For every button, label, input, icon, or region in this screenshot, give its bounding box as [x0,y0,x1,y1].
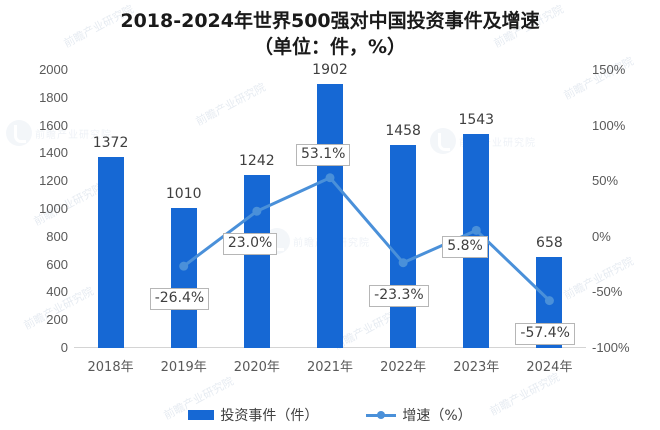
bar-value-label: 1902 [312,61,348,78]
x-axis-label: 2023年 [453,360,500,375]
x-axis-label: 2020年 [233,360,280,375]
line-path [182,176,551,303]
line-value-label: 23.0% [222,233,278,256]
legend-item-bars[interactable]: 投资事件（件） [188,405,318,425]
y-axis-right-tick: 0% [592,228,611,244]
bar [170,207,197,348]
bar-value-label: 1543 [458,111,495,128]
bar [317,83,343,348]
line-marker [325,173,335,183]
y-axis-left-tick: 800 [46,228,68,244]
bar-value-label: 1010 [165,185,202,202]
line-marker [398,258,408,268]
line-value-label: 5.8% [442,236,488,259]
line-series [179,173,554,306]
y-axis-right-tick: -100% [592,340,630,355]
x-axis-label: 2022年 [380,360,427,375]
bar-value-label: 658 [536,234,563,251]
legend-label-line: 增速（%） [402,408,472,424]
legend-bar-swatch-icon [188,410,215,420]
line-value-label: -26.4% [149,288,210,311]
x-axis-label: 2019年 [160,360,207,375]
x-axis-label: 2021年 [306,360,354,375]
line-marker [252,206,262,216]
chart-title: 2018-2024年世界500强对中国投资事件及增速 （单位：件，%） [0,8,660,60]
chart-title-line1: 2018-2024年世界500强对中国投资事件及增速 [120,10,540,32]
line-marker [544,296,554,306]
y-axis-left: 2000 1800 1600 1400 1200 1000 800 600 400 200 0 [0,63,68,354]
y-axis-right-tick: -50% [592,284,623,300]
x-axis: 2018年 2019年 2020年 2021年 2022年 2023年 2024年 [74,356,586,380]
legend-label-bars: 投资事件（件） [220,408,319,424]
line-value-label: -57.4% [515,322,575,345]
x-axis-label: 2018年 [87,360,134,375]
bar [243,175,270,348]
bar [97,157,124,348]
y-axis-right-tick: 50% [592,173,619,189]
line-marker [179,261,189,271]
y-axis-left-tick: 1600 [39,117,68,133]
y-axis-left-tick: 1000 [39,201,68,216]
bar [390,145,417,348]
line-value-label: 53.1% [296,143,351,166]
y-axis-left-tick: 0 [60,340,68,355]
y-axis-right-tick: 150% [592,62,626,77]
y-axis-right-tick: 100% [592,117,626,133]
legend-item-line[interactable]: 增速（%） [366,405,472,425]
y-axis-left-tick: 1800 [39,89,68,105]
legend-line-swatch-icon [366,409,397,421]
line-value-label: -23.3% [369,284,429,307]
y-axis-left-tick: 400 [46,284,68,300]
bar-value-label: 1372 [92,135,129,152]
y-axis-left-tick: 600 [46,256,68,272]
chart-legend: 投资事件（件） 增速（%） [0,405,660,425]
y-axis-left-tick: 2000 [39,62,68,77]
chart-title-line2: （单位：件，%） [253,36,407,58]
y-axis-left-tick: 1200 [39,173,68,189]
y-axis-left-tick: 200 [46,312,68,328]
bar-value-label: 1458 [385,123,421,140]
y-axis-right: 150% 100% 50% 0% -50% -100% [592,63,658,354]
legend-line-marker [377,411,386,419]
x-axis-label: 2024年 [526,360,573,375]
y-axis-left-tick: 1400 [39,145,68,161]
bar-value-label: 1242 [239,153,275,170]
line-marker [471,225,481,235]
